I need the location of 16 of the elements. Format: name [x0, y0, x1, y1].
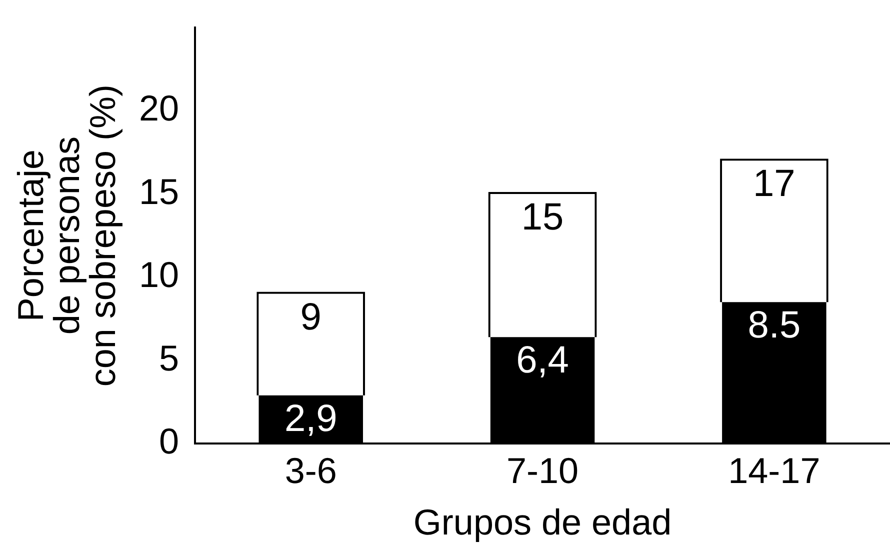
total-label: 15 — [521, 196, 564, 238]
data-label: 8.5 — [748, 304, 801, 347]
y-axis-title: Porcentaje de personas con sobrepeso (%) — [10, 84, 123, 387]
x-tick-label: 7-10 — [506, 450, 579, 492]
y-tick-label: 0 — [159, 420, 180, 462]
x-tick-label: 3-6 — [284, 450, 337, 492]
y-tick-label: 5 — [159, 337, 180, 378]
y-tick-label: 20 — [138, 88, 180, 129]
total-label: 17 — [753, 163, 796, 206]
data-label: 2,9 — [284, 398, 338, 440]
data-label: 6,4 — [516, 340, 569, 382]
x-axis-title: Grupos de edad — [413, 501, 672, 542]
y-tick-label: 10 — [138, 254, 180, 296]
x-tick-label: 14-17 — [728, 450, 820, 492]
total-label: 9 — [300, 296, 322, 338]
y-tick-label: 15 — [138, 170, 180, 212]
